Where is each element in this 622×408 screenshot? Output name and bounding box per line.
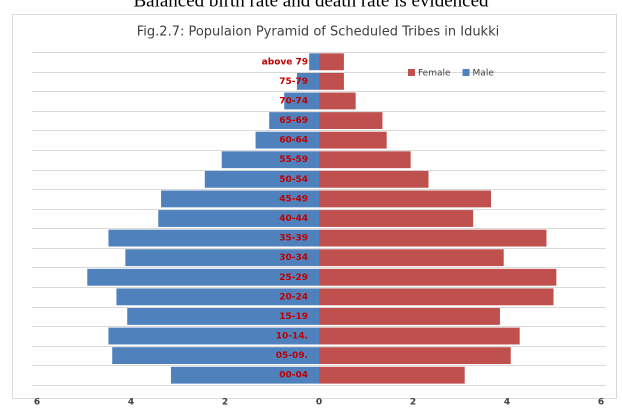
category-label: 15-19 bbox=[279, 312, 308, 322]
legend-label: Female bbox=[418, 69, 451, 79]
category-label: 70-74 bbox=[279, 96, 308, 106]
bar bbox=[319, 249, 504, 267]
x-tick-label: 0 bbox=[316, 398, 322, 408]
category-label: 65-69 bbox=[279, 116, 308, 126]
x-tick-label: 6 bbox=[598, 398, 604, 408]
bar bbox=[319, 268, 557, 286]
bar bbox=[296, 72, 319, 90]
bar bbox=[319, 327, 520, 345]
bar bbox=[319, 288, 554, 306]
bar bbox=[319, 308, 500, 325]
bar bbox=[221, 151, 319, 169]
bar bbox=[269, 112, 319, 129]
x-tick-label: 2 bbox=[410, 398, 416, 408]
bar bbox=[87, 268, 319, 286]
category-label: 40-44 bbox=[279, 214, 308, 224]
category-label: 45-49 bbox=[279, 194, 308, 204]
legend-swatch bbox=[408, 69, 415, 76]
bar bbox=[125, 249, 319, 267]
bar bbox=[108, 229, 319, 247]
category-label: 00-04 bbox=[279, 371, 308, 381]
bar bbox=[319, 210, 474, 227]
x-tick-label: 6 bbox=[34, 398, 40, 408]
bar bbox=[116, 288, 320, 306]
category-label: 60-64 bbox=[279, 136, 308, 146]
category-label: 35-39 bbox=[279, 234, 308, 244]
bar bbox=[319, 53, 344, 71]
bar bbox=[319, 366, 465, 384]
bar bbox=[204, 170, 319, 188]
category-label: 75-79 bbox=[279, 77, 308, 87]
document-text: Balanced birth rate and death rate is ev… bbox=[133, 0, 489, 11]
category-label: 10-14. bbox=[276, 332, 308, 342]
chart-title: Fig.2.7: Populaion Pyramid of Scheduled … bbox=[137, 25, 499, 40]
bar bbox=[319, 72, 344, 90]
bar bbox=[319, 92, 356, 110]
bar bbox=[319, 112, 383, 129]
bar bbox=[255, 131, 319, 149]
category-label: 50-54 bbox=[279, 175, 308, 185]
x-tick-label: 4 bbox=[504, 398, 510, 408]
category-label: 55-59 bbox=[279, 155, 308, 165]
bar bbox=[319, 229, 547, 247]
category-label: 20-24 bbox=[279, 292, 308, 302]
x-tick-label: 2 bbox=[222, 398, 228, 408]
x-tick-label: 4 bbox=[128, 398, 134, 408]
category-label: 25-29 bbox=[279, 273, 308, 283]
bar bbox=[127, 308, 320, 325]
bar bbox=[284, 92, 319, 110]
bar bbox=[170, 366, 319, 384]
bar bbox=[319, 131, 387, 149]
bar bbox=[319, 170, 429, 188]
legend-label: Male bbox=[473, 69, 495, 79]
bar bbox=[319, 190, 492, 208]
category-label: 30-34 bbox=[279, 253, 308, 263]
category-label: 05-09. bbox=[276, 351, 308, 361]
bar bbox=[319, 151, 411, 169]
legend-swatch bbox=[462, 69, 470, 76]
bar bbox=[319, 347, 511, 365]
bar bbox=[158, 210, 319, 227]
bar bbox=[161, 190, 319, 208]
bar bbox=[309, 53, 319, 71]
category-label: above 79 bbox=[262, 57, 308, 67]
bar bbox=[108, 327, 319, 345]
bar bbox=[112, 347, 319, 365]
